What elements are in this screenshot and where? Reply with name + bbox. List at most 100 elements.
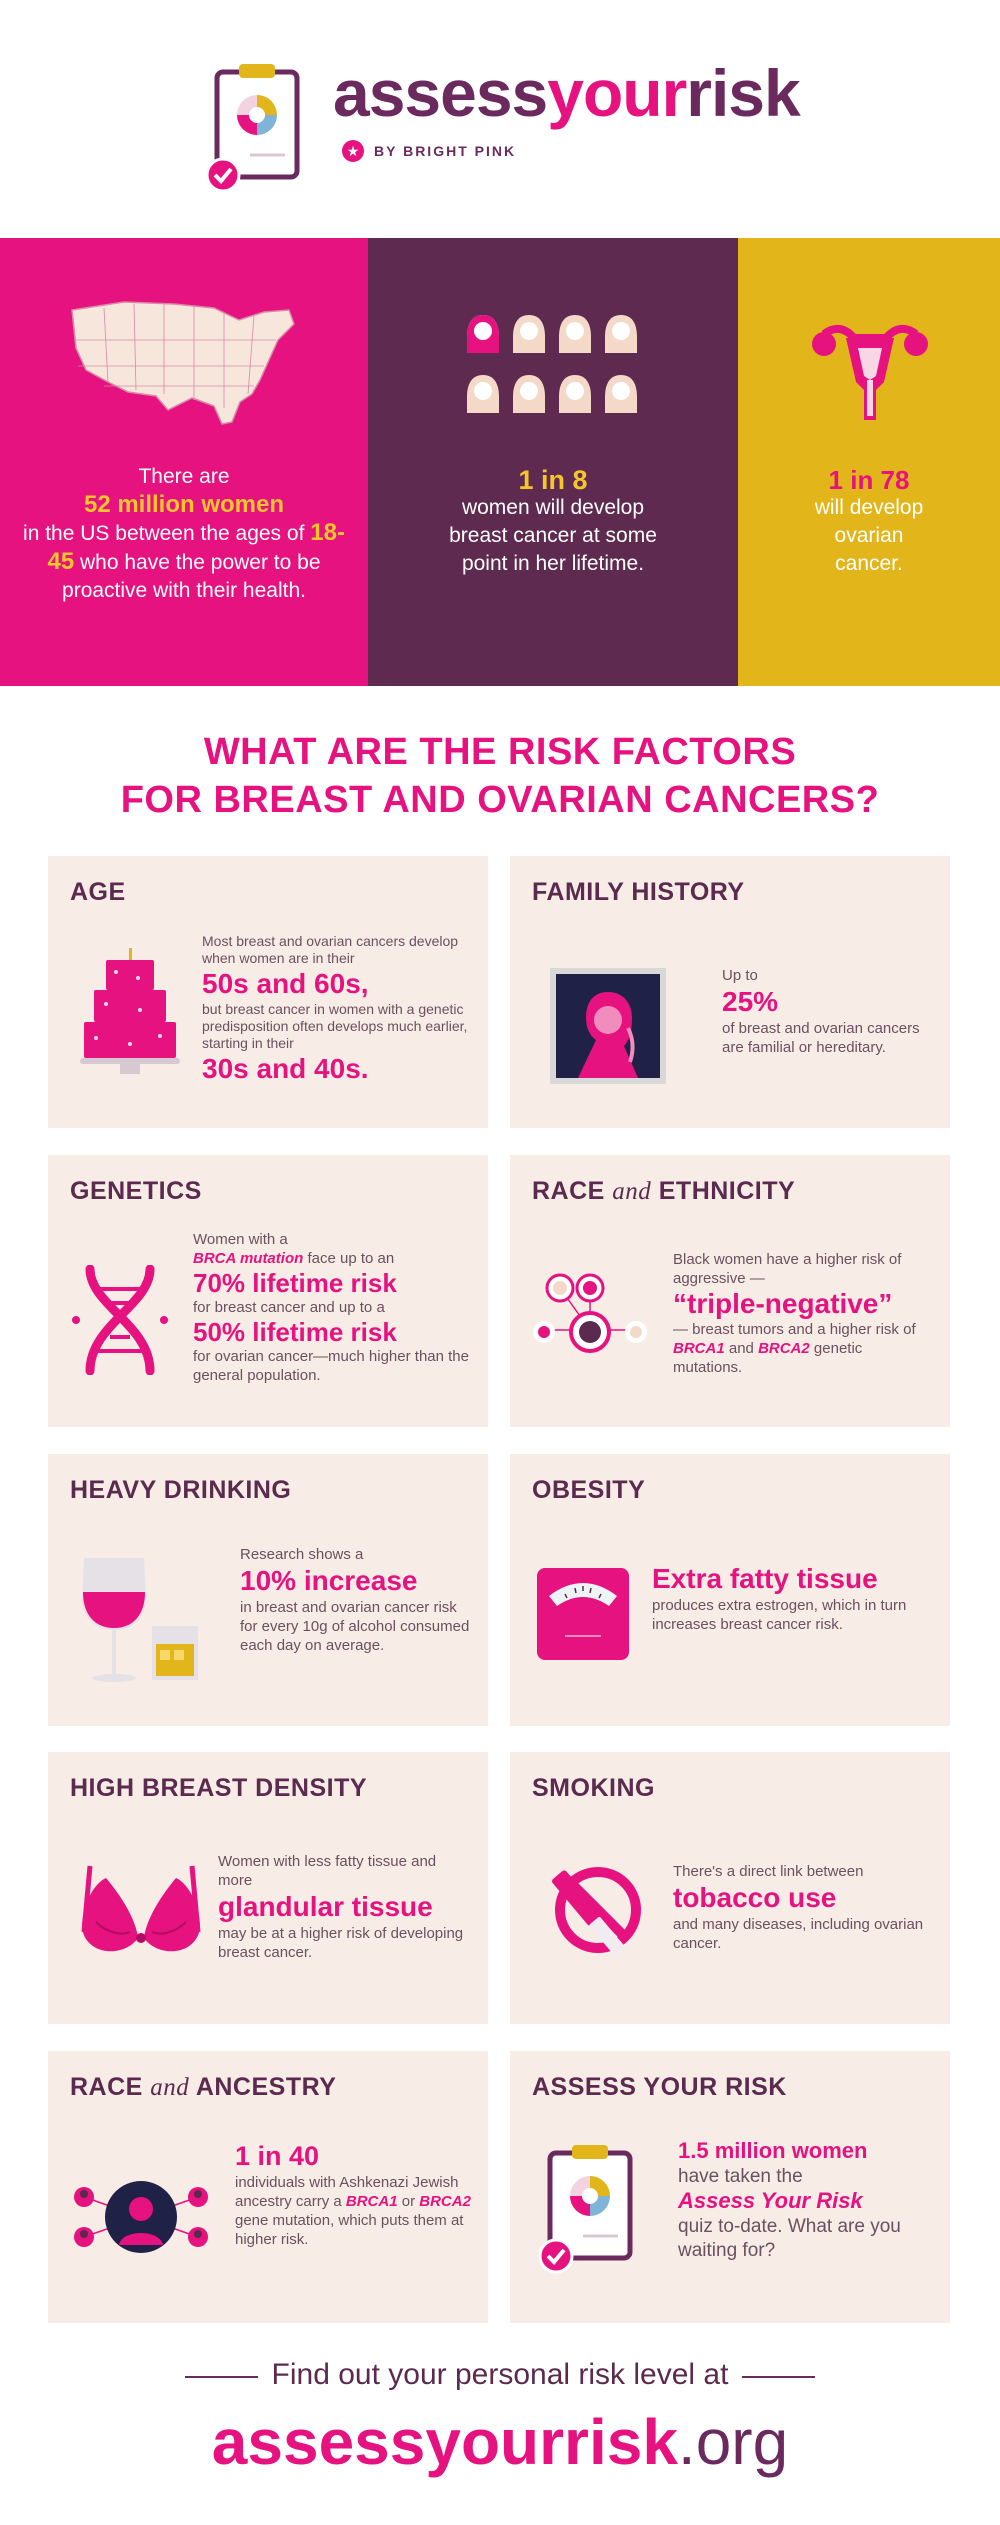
card-ancestry-text1: individuals with Ashkenazi Jewish ancest… xyxy=(235,2174,459,2210)
card-race-ethnicity-em1: “triple-negative” xyxy=(673,1288,893,1319)
card-assess-your-risk: ASSESS YOUR RISK 1.5 million women have … xyxy=(510,2051,950,2323)
card-race-ethnicity-text1: Black women have a higher risk of aggres… xyxy=(673,1251,902,1287)
stat-women-line2-wrap: in the US between the ages of 18-45 who … xyxy=(20,519,348,605)
card-genetics: GENETICS Women with a BRCA mutation face… xyxy=(48,1155,488,1427)
section-title-line2: FOR BREAST AND OVARIAN CANCERS? xyxy=(120,779,880,821)
header: assessyourrisk ★ BY BRIGHT PINK xyxy=(0,0,1000,238)
card-drinking-text2: in breast and ovarian cancer risk for ev… xyxy=(240,1599,470,1654)
card-family-history: FAMILY HISTORY Up to 25% of breast and o… xyxy=(510,856,950,1128)
byline: ★ BY BRIGHT PINK xyxy=(342,140,516,162)
card-race-ancestry-title-and: and xyxy=(150,2074,190,2101)
clipboard-check-icon xyxy=(538,2145,633,2274)
card-race-ethnicity: RACE and ETHNICITY Black women have a hi… xyxy=(510,1155,950,1427)
stat-breast-highlight: 1 in 8 xyxy=(518,465,588,495)
family-portrait-icon xyxy=(550,968,666,1084)
card-race-ancestry-title: RACE and ANCESTRY xyxy=(70,2073,336,2102)
brand-part-assess: assess xyxy=(333,56,548,130)
card-drinking-title: HEAVY DRINKING xyxy=(70,1476,292,1504)
card-race-ethnicity-title-b: ETHNICITY xyxy=(658,1177,796,1205)
card-density-title: HIGH BREAST DENSITY xyxy=(70,1774,368,1802)
dna-icon xyxy=(72,1265,168,1375)
women-group-icon xyxy=(467,315,637,413)
card-race-ancestry-title-b: ANCESTRY xyxy=(195,2073,337,2101)
card-density-text1: Women with less fatty tissue and more xyxy=(218,1853,437,1889)
card-smoking-em1: tobacco use xyxy=(673,1882,837,1913)
card-race-ethnicity-text2: — breast tumors and a higher risk of xyxy=(673,1321,916,1338)
card-race-ethnicity-title-and: and xyxy=(612,1178,652,1205)
card-race-ethnicity-text3: genetic mutations. xyxy=(673,1340,863,1376)
card-age-text2: but breast cancer in women with a geneti… xyxy=(202,1001,468,1051)
card-ancestry-brca2: BRCA2 xyxy=(419,2193,471,2210)
brand-part-your: your xyxy=(547,56,687,130)
section-title: WHAT ARE THE RISK FACTORS FOR BREAST AND… xyxy=(0,728,1000,824)
stat-women-highlight: 52 million women xyxy=(83,491,285,518)
card-family-body: Up to 25% of breast and ovarian cancers … xyxy=(722,966,922,1057)
ancestry-network-icon xyxy=(74,2181,208,2253)
card-obesity-title: OBESITY xyxy=(532,1476,646,1504)
card-age-title: AGE xyxy=(70,878,126,906)
card-genetics-body: Women with a BRCA mutation face up to an… xyxy=(193,1230,478,1385)
card-genetics-title: GENETICS xyxy=(70,1177,202,1205)
section-title-line1: WHAT ARE THE RISK FACTORS xyxy=(203,731,797,773)
card-race-ethnicity-and: and xyxy=(728,1340,754,1357)
stat-women-ages: 18-45 xyxy=(47,519,345,575)
card-ancestry-em1: 1 in 40 xyxy=(235,2141,320,2171)
card-heavy-drinking: HEAVY DRINKING Research shows a 10% incr… xyxy=(48,1454,488,1726)
footer-url-tld: .org xyxy=(677,2406,789,2478)
card-genetics-brca: BRCA mutation xyxy=(193,1250,304,1267)
card-assess-quiz: Assess Your Risk xyxy=(678,2188,863,2213)
card-age: AGE Most breast and ovarian cancers deve… xyxy=(48,856,488,1128)
card-assess-text1: have taken the xyxy=(678,2166,803,2187)
card-ancestry-brca1: BRCA1 xyxy=(345,2193,398,2210)
card-race-ethnicity-body: Black women have a higher risk of aggres… xyxy=(673,1250,933,1377)
uterus-icon xyxy=(812,324,928,420)
card-density-em1: glandular tissue xyxy=(218,1891,433,1922)
stat-women-line3: who have the power to be proactive with … xyxy=(62,551,321,602)
card-density-text2: may be at a higher risk of developing br… xyxy=(218,1925,464,1961)
footer-url-link[interactable]: assessyourrisk.org xyxy=(0,2405,1000,2479)
stat-breast-text: 1 in 8 women will develop breast cancer … xyxy=(368,466,738,578)
card-family-em1: 25% xyxy=(722,986,779,1017)
card-race-ethnicity-title: RACE and ETHNICITY xyxy=(532,1177,795,1206)
card-genetics-em1: 70% lifetime risk xyxy=(193,1268,397,1298)
people-network-icon xyxy=(533,1273,647,1353)
stat-ovarian-text: 1 in 78 will develop ovarian cancer. xyxy=(738,466,1000,578)
card-assess-em1: 1.5 million women xyxy=(678,2138,868,2163)
card-ancestry-text2: gene mutation, which puts them at higher… xyxy=(235,2212,464,2248)
card-ancestry-or: or xyxy=(401,2193,416,2210)
card-age-em2: 30s and 40s. xyxy=(202,1053,369,1084)
card-smoking-title: SMOKING xyxy=(532,1774,655,1802)
stats-band: There are 52 million women in the US bet… xyxy=(0,238,1000,686)
card-ancestry-body: 1 in 40 individuals with Ashkenazi Jewis… xyxy=(235,2139,475,2249)
byline-text: BY BRIGHT PINK xyxy=(374,143,517,159)
footer-divider-right xyxy=(715,2376,815,2378)
card-breast-density: HIGH BREAST DENSITY Women with less fatt… xyxy=(48,1752,488,2024)
footer-cta-text: Find out your personal risk level at xyxy=(257,2358,743,2391)
card-genetics-text2: face up to an xyxy=(307,1250,395,1267)
card-obesity-body: Extra fatty tissue produces extra estrog… xyxy=(652,1562,932,1634)
card-smoking-text2: and many diseases, including ovarian can… xyxy=(673,1916,924,1952)
card-age-body: Most breast and ovarian cancers develop … xyxy=(202,933,472,1086)
card-family-text2: of breast and ovarian cancers are famili… xyxy=(722,1020,920,1056)
card-obesity-em1: Extra fatty tissue xyxy=(652,1563,878,1594)
card-race-ethnicity-brca2: BRCA2 xyxy=(758,1340,810,1357)
card-age-em1: 50s and 60s, xyxy=(202,968,369,999)
bra-icon xyxy=(81,1865,201,1952)
card-assess-title: ASSESS YOUR RISK xyxy=(532,2073,787,2101)
card-drinking-body: Research shows a 10% increase in breast … xyxy=(240,1545,475,1655)
card-genetics-text3: for breast cancer and up to a xyxy=(193,1299,385,1316)
card-genetics-text1: Women with a xyxy=(193,1231,288,1248)
card-drinking-text1: Research shows a xyxy=(240,1546,364,1563)
card-assess-text2: quiz to-date. What are you waiting for? xyxy=(678,2216,901,2261)
card-smoking-body: There's a direct link between tobacco us… xyxy=(673,1862,933,1953)
stat-women-text: There are 52 million women in the US bet… xyxy=(0,463,368,605)
stat-women-line1: There are xyxy=(138,465,230,488)
card-family-text1: Up to xyxy=(722,967,758,984)
stat-women: There are 52 million women in the US bet… xyxy=(0,238,368,686)
card-smoking-text1: There's a direct link between xyxy=(673,1863,864,1880)
star-icon: ★ xyxy=(342,140,364,162)
stat-breast-body: women will develop breast cancer at some… xyxy=(449,496,657,575)
footer-url-main: assessyourrisk xyxy=(211,2406,678,2478)
stat-ovarian: 1 in 78 will develop ovarian cancer. xyxy=(738,238,1000,686)
footer-divider-left xyxy=(185,2376,285,2378)
